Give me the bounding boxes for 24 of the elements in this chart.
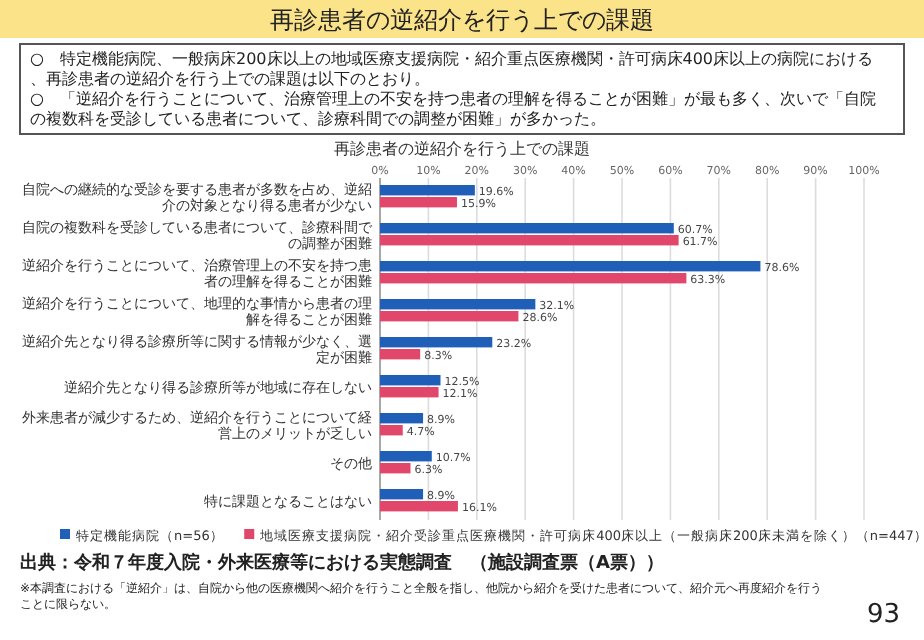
bar xyxy=(380,223,674,234)
chart-subtitle: 再診患者の逆紹介を行う上での課題 xyxy=(270,6,654,34)
bar xyxy=(380,451,432,462)
bar xyxy=(380,375,441,386)
text: ○ 「逆紹介を行うことについて、治療管理上の不安を持つ患者の理解を得ることが困難」が最も多く、次いで「自院の複数科を受診している患者について、診療科間での調整が困難」が多かった。 xyxy=(30,90,876,128)
source-note: 出典：令和７年度入院・外来医療等における実態調査 （施設調査票（A票）） xyxy=(20,552,664,574)
bar xyxy=(380,425,403,436)
text: 93 xyxy=(866,600,900,630)
bar xyxy=(380,349,421,360)
text: ○ 特定機能病院、一般病床200床以上の地域医療支援病院・紹介重点医療機関・許可病床400床以上の病院における、再診患者の逆紹介を行う上での課題は以下のとおり。 xyxy=(30,50,874,88)
bar xyxy=(380,197,457,208)
bar xyxy=(380,463,411,474)
bar xyxy=(380,387,439,398)
bar xyxy=(380,235,679,246)
bar xyxy=(380,337,493,348)
bar xyxy=(380,501,458,512)
bar xyxy=(380,489,424,500)
bar xyxy=(380,273,687,284)
bar xyxy=(380,261,761,272)
chart-title: 再診患者の逆紹介を行う上での課題 xyxy=(334,140,590,158)
bar xyxy=(380,413,424,424)
bar xyxy=(380,185,475,196)
bar xyxy=(380,299,536,310)
bar xyxy=(380,311,519,322)
